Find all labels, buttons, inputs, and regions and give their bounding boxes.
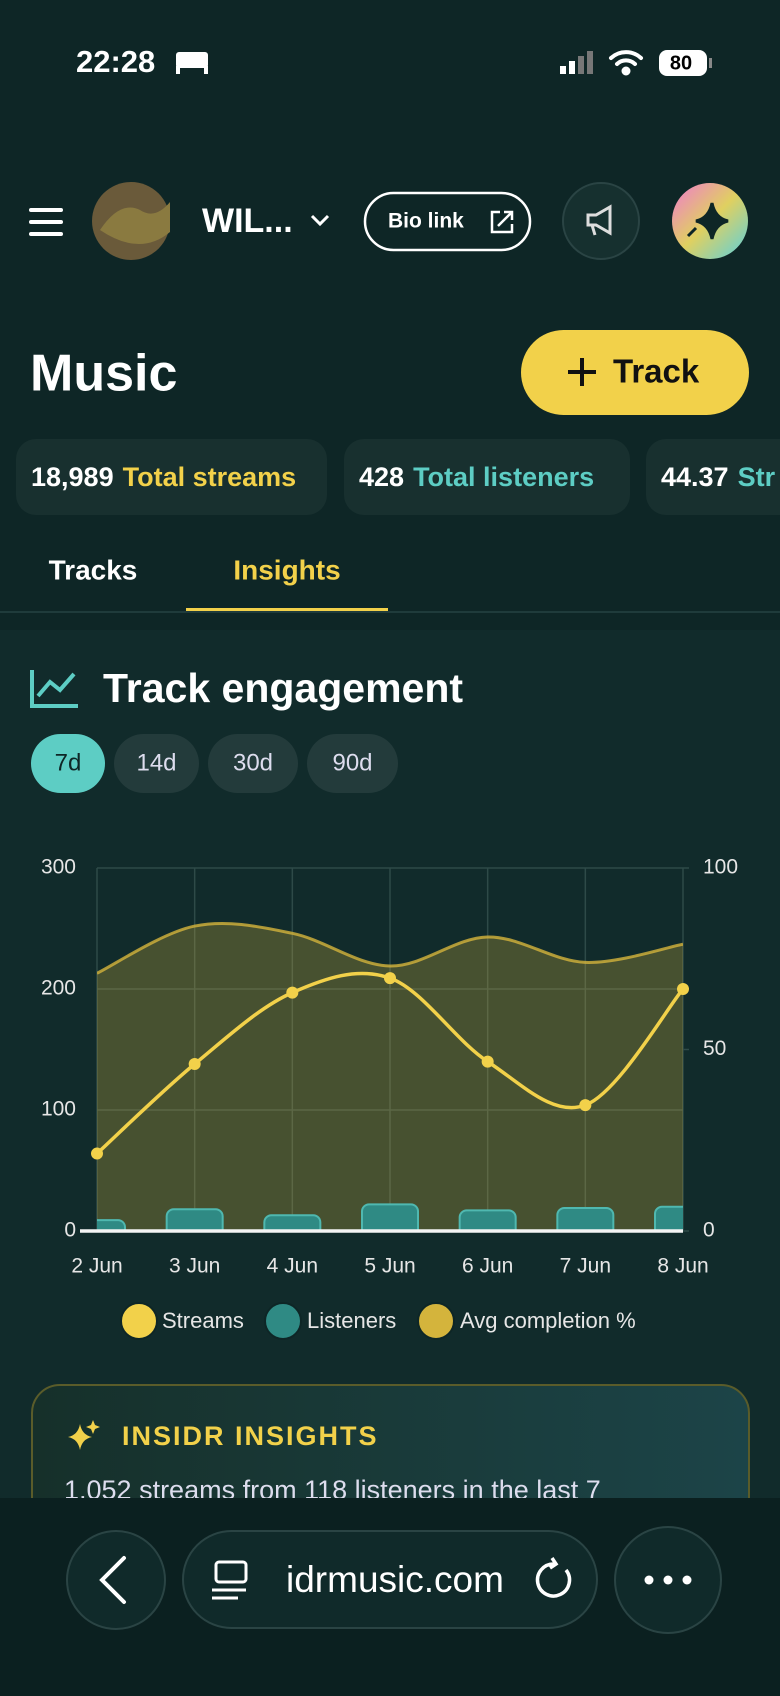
battery-level: 80 — [670, 52, 692, 74]
legend-swatch — [264, 1302, 302, 1340]
legend-label: Avg completion % — [460, 1308, 636, 1333]
status-time: 22:28 — [76, 44, 155, 79]
megaphone-icon — [586, 204, 612, 236]
stat-value: 428 — [359, 462, 404, 492]
point — [384, 972, 396, 985]
insights-title: INSIDR INSIGHTS — [122, 1421, 379, 1451]
bio-link-label[interactable]: Bio link — [388, 210, 464, 233]
range-pill[interactable] — [114, 734, 199, 793]
x-tick-label: 5 Jun — [364, 1255, 415, 1278]
point — [677, 983, 689, 995]
back-icon — [99, 1556, 126, 1604]
area-fill — [97, 923, 683, 1231]
x-tick-label: 8 Jun — [657, 1255, 708, 1278]
area-line — [97, 921, 683, 975]
bar — [556, 1207, 615, 1231]
y2-tick-label: 0 — [703, 1219, 715, 1242]
point — [481, 1055, 494, 1068]
y2-tick-label: 100 — [703, 856, 738, 879]
range-pill[interactable] — [307, 734, 398, 793]
legend-label: Streams — [162, 1308, 244, 1333]
stat-value: 18,989 — [31, 462, 114, 492]
page-title: Music — [30, 345, 177, 403]
chart-title: Track engagement — [103, 665, 463, 711]
legend-swatch — [417, 1302, 455, 1340]
stat-pill — [646, 439, 780, 515]
stat-label: Total streams — [123, 462, 297, 492]
range-pill[interactable] — [208, 734, 298, 793]
battery — [659, 50, 707, 76]
chart-icon — [30, 670, 78, 708]
range-label[interactable]: 30d — [233, 749, 273, 776]
bar — [654, 1205, 683, 1231]
x-tick-label: 4 Jun — [267, 1255, 318, 1278]
x-tick-label: 3 Jun — [169, 1255, 220, 1278]
stat-label: Total listeners — [413, 462, 594, 492]
plus-icon — [568, 358, 596, 386]
battery-cap — [709, 58, 712, 68]
artist-name[interactable]: WIL... — [202, 202, 293, 240]
bar — [165, 1208, 224, 1231]
legend-swatch — [120, 1302, 158, 1340]
bio-link-button[interactable] — [363, 191, 532, 252]
tab-active[interactable]: Insights — [233, 554, 340, 585]
point — [286, 986, 299, 999]
avatar-art — [100, 202, 170, 245]
stat-text: 44.37 Str — [661, 462, 776, 492]
chart: 0 100 200 300 0 50 100 2 Jun 3 Jun 4 Jun 5 Jun 6 Ju… — [41, 856, 738, 1340]
signal-icon — [560, 51, 593, 74]
legend-label: Listeners — [307, 1308, 396, 1333]
range-label[interactable]: 7d — [55, 749, 82, 776]
range-label[interactable]: 90d — [332, 749, 372, 776]
stat-pill — [16, 439, 327, 515]
range-selector: 7d 14d 30d 90d — [31, 734, 398, 793]
point — [579, 1099, 592, 1112]
add-track-label[interactable]: Track — [613, 353, 700, 390]
tabs-icon — [212, 1560, 248, 1600]
reload-icon[interactable] — [535, 1557, 572, 1598]
artist-chevron[interactable] — [310, 214, 330, 227]
bar — [361, 1203, 419, 1231]
menu-button[interactable] — [29, 208, 63, 236]
x-tick-label: 6 Jun — [462, 1255, 513, 1278]
tab[interactable]: Tracks — [49, 554, 138, 585]
y-tick-label: 300 — [41, 856, 76, 879]
range-label[interactable]: 14d — [136, 749, 176, 776]
url-bar[interactable] — [182, 1530, 598, 1629]
y2-tick-label: 50 — [703, 1037, 726, 1060]
more-icon — [644, 1575, 692, 1585]
bar — [263, 1214, 322, 1231]
tab-underline — [186, 608, 388, 611]
y-tick-label: 100 — [41, 1098, 76, 1121]
stat-value: 44.37 — [661, 462, 729, 492]
stat-text: 428 Total listeners — [359, 462, 594, 492]
wifi-icon — [609, 50, 643, 76]
x-tick-label: 7 Jun — [560, 1255, 611, 1278]
stat-text: 18,989 Total streams — [31, 462, 296, 492]
y-tick-label: 0 — [64, 1219, 76, 1242]
stat-pill — [344, 439, 630, 515]
tab-divider — [0, 611, 780, 613]
insights-icon — [68, 1420, 100, 1450]
y-tick-label: 200 — [41, 977, 76, 1000]
plot-area — [97, 921, 683, 1231]
back-button[interactable] — [66, 1530, 166, 1630]
url-text[interactable]: idrmusic.com — [286, 1559, 504, 1600]
point — [188, 1058, 201, 1071]
external-icon — [490, 210, 514, 234]
bar — [458, 1209, 517, 1231]
x-tick-label: 2 Jun — [71, 1255, 122, 1278]
stat-label: Str — [738, 462, 776, 492]
point — [91, 1147, 103, 1160]
announce-button[interactable] — [562, 182, 640, 260]
range-pill[interactable] — [31, 734, 105, 793]
sleep-icon — [176, 52, 208, 74]
sparkle-icon — [686, 202, 729, 240]
add-track-button[interactable] — [521, 330, 749, 415]
